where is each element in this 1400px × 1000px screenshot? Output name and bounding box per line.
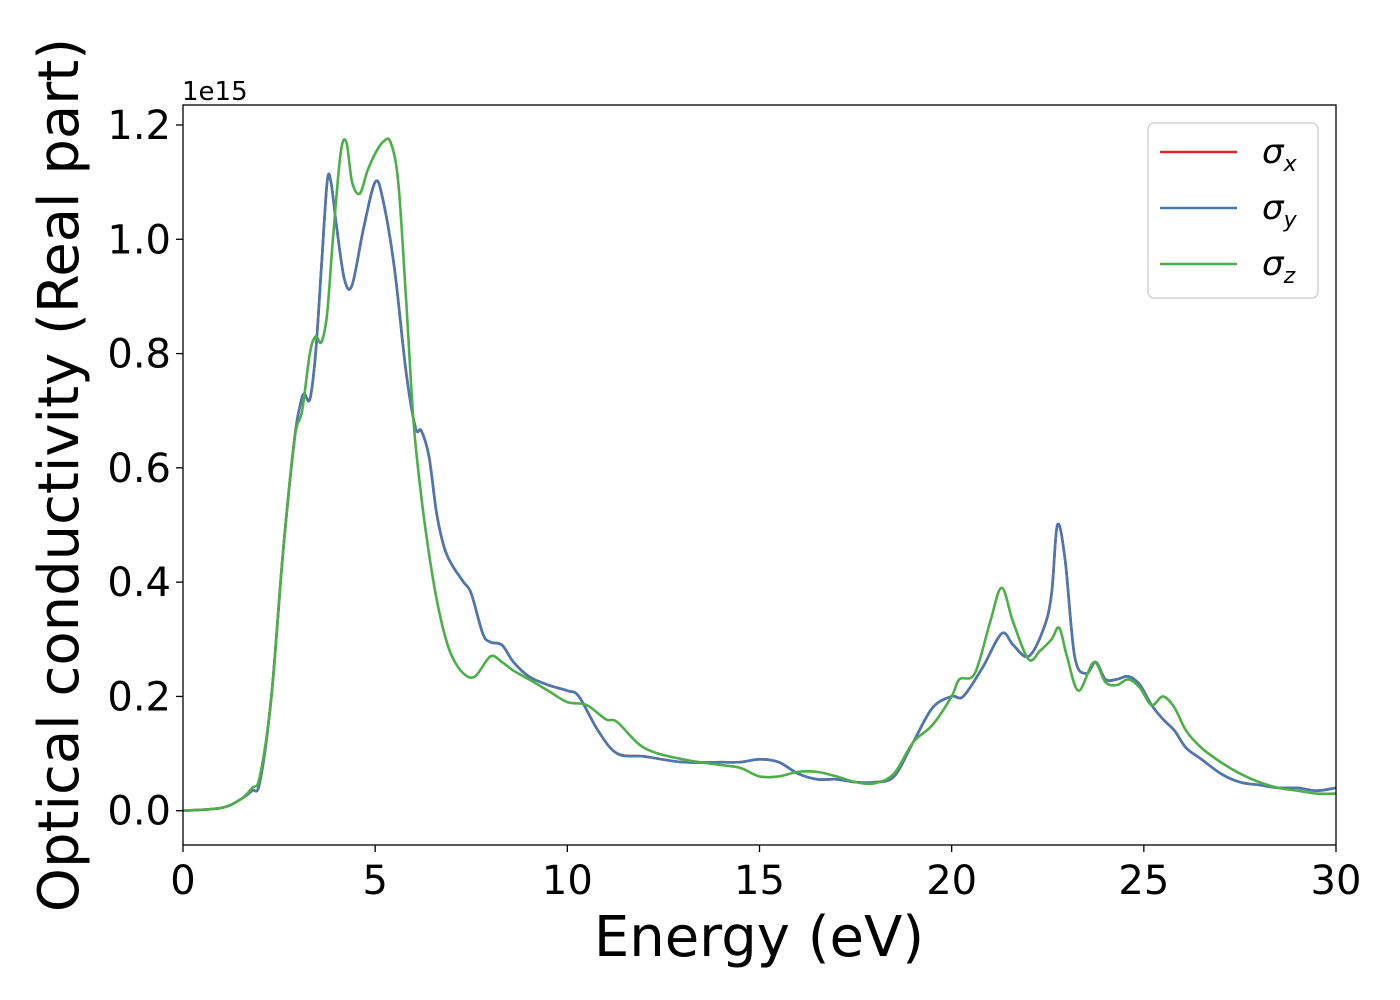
y-tick-label: 0.4: [107, 560, 171, 606]
y-axis-title: Optical conductivity (Real part): [27, 38, 92, 912]
x-axis-ticks: 0 5 10 15 20 25 30: [170, 845, 1361, 904]
legend-entries: σx σy σz: [1160, 132, 1298, 289]
x-tick-label: 10: [542, 858, 593, 904]
y-tick-label: 0.2: [107, 674, 171, 720]
x-tick-label: 0: [170, 858, 195, 904]
legend-label-z: σz: [1262, 244, 1296, 289]
y-tick-label: 0.0: [107, 789, 171, 835]
y-offset-text: 1e15: [182, 77, 248, 107]
y-axis-ticks: 0.0 0.2 0.4 0.6 0.8 1.0 1.2: [107, 103, 183, 835]
legend-label-x: σx: [1262, 132, 1298, 177]
legend-label-y: σy: [1262, 188, 1298, 233]
x-tick-label: 20: [926, 858, 977, 904]
x-tick-label: 5: [362, 858, 387, 904]
y-tick-label: 0.6: [107, 446, 171, 492]
x-tick-label: 30: [1311, 858, 1362, 904]
x-tick-label: 15: [734, 858, 785, 904]
series-line-y: [183, 172, 1336, 813]
legend: σx σy σz: [1147, 122, 1319, 299]
y-tick-label: 0.8: [107, 332, 171, 378]
x-axis-title: Energy (eV): [594, 905, 924, 970]
series-line-z: [183, 137, 1336, 813]
y-tick-label: 1.2: [107, 103, 171, 149]
legend-box: [1147, 122, 1319, 299]
y-tick-label: 1.0: [107, 217, 171, 263]
series-layer: [183, 137, 1336, 813]
x-tick-label: 25: [1118, 858, 1169, 904]
